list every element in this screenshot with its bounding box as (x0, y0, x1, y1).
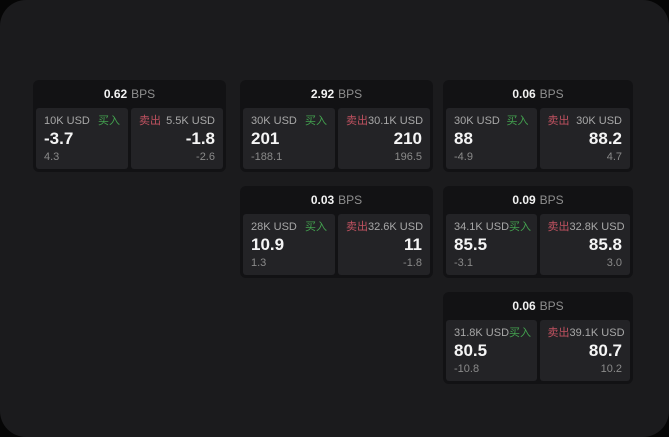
buy-side-label: 买入 (305, 115, 327, 127)
quote-card: 2.92 BPS 30K USD 买入 201 -188.1 卖出 30.1K U… (240, 80, 433, 172)
quote-panels: 10K USD 买入 -3.7 4.3 卖出 5.5K USD -1.8 -2.… (33, 108, 226, 172)
buy-quote-panel[interactable]: 34.1K USD 买入 85.5 -3.1 (446, 214, 537, 275)
sell-quote-panel[interactable]: 卖出 30.1K USD 210 196.5 (338, 108, 430, 169)
quote-panels: 30K USD 买入 88 -4.9 卖出 30K USD 88.2 4.7 (443, 108, 633, 172)
buy-side-label: 买入 (305, 221, 327, 233)
spread-header: 0.03 BPS (240, 186, 433, 214)
buy-change: -4.9 (454, 151, 473, 163)
buy-price: 85.5 (454, 235, 488, 254)
buy-change: 4.3 (44, 151, 60, 163)
sell-quote-panel[interactable]: 卖出 32.8K USD 85.8 3.0 (539, 214, 630, 275)
sell-quote-panel[interactable]: 卖出 32.6K USD 11 -1.8 (338, 214, 430, 275)
quote-panels: 28K USD 买入 10.9 1.3 卖出 32.6K USD 11 -1.8 (240, 214, 433, 278)
sell-side-label: 卖出 (346, 221, 368, 233)
quote-panels: 34.1K USD 买入 85.5 -3.1 卖出 32.8K USD 85.8… (443, 214, 633, 278)
sell-price: -1.8 (185, 129, 215, 148)
buy-side-label: 买入 (509, 221, 532, 233)
spread-unit-label: BPS (539, 299, 564, 313)
quote-card: 0.09 BPS 34.1K USD 买入 85.5 -3.1 卖出 32.8K … (443, 186, 633, 278)
spread-header: 2.92 BPS (240, 80, 433, 108)
buy-quote-panel[interactable]: 31.8K USD 买入 80.5 -10.8 (446, 320, 537, 381)
buy-change: 1.3 (251, 257, 267, 269)
buy-price: -3.7 (44, 129, 74, 148)
buy-side-label: 买入 (98, 115, 120, 127)
sell-amount: 39.1K USD (569, 327, 625, 339)
buy-quote-panel[interactable]: 30K USD 买入 201 -188.1 (243, 108, 335, 169)
sell-amount: 5.5K USD (166, 115, 215, 127)
sell-amount: 32.6K USD (368, 221, 424, 233)
sell-side-label: 卖出 (346, 115, 368, 127)
sell-quote-panel[interactable]: 卖出 5.5K USD -1.8 -2.6 (131, 108, 223, 169)
spread-header: 0.06 BPS (443, 292, 633, 320)
quote-card: 0.03 BPS 28K USD 买入 10.9 1.3 卖出 32.6K USD… (240, 186, 433, 278)
buy-quote-panel[interactable]: 10K USD 买入 -3.7 4.3 (36, 108, 128, 169)
buy-price: 10.9 (251, 235, 285, 254)
spread-value: 2.92 (310, 87, 335, 101)
sell-change: -2.6 (196, 151, 215, 163)
buy-quote-panel[interactable]: 30K USD 买入 88 -4.9 (446, 108, 537, 169)
quote-card: 0.06 BPS 31.8K USD 买入 80.5 -10.8 卖出 39.1K… (443, 292, 633, 384)
quote-card: 0.06 BPS 30K USD 买入 88 -4.9 卖出 30K USD 88… (443, 80, 633, 172)
sell-side-label: 卖出 (547, 327, 570, 339)
sell-price: 85.8 (588, 235, 622, 254)
spread-header: 0.06 BPS (443, 80, 633, 108)
buy-change: -3.1 (454, 257, 473, 269)
buy-change: -188.1 (251, 151, 283, 163)
buy-amount: 30K USD (251, 115, 297, 127)
buy-amount: 34.1K USD (454, 221, 510, 233)
spread-unit-label: BPS (338, 87, 363, 101)
sell-quote-panel[interactable]: 卖出 30K USD 88.2 4.7 (539, 108, 630, 169)
buy-change: -10.8 (454, 363, 480, 375)
buy-side-label: 买入 (509, 327, 532, 339)
spread-header: 0.62 BPS (33, 80, 226, 108)
buy-amount: 30K USD (454, 115, 500, 127)
buy-price: 80.5 (454, 341, 488, 360)
spread-value: 0.06 (512, 299, 536, 313)
sell-change: -1.8 (403, 257, 422, 269)
sell-change: 196.5 (394, 151, 422, 163)
sell-change: 10.2 (600, 363, 622, 375)
buy-price: 88 (454, 129, 473, 148)
buy-amount: 10K USD (44, 115, 90, 127)
sell-price: 80.7 (588, 341, 622, 360)
spread-value: 0.03 (310, 193, 335, 207)
spread-unit-label: BPS (539, 193, 564, 207)
sell-price: 88.2 (588, 129, 622, 148)
buy-amount: 28K USD (251, 221, 297, 233)
sell-amount: 30.1K USD (368, 115, 424, 127)
quote-panels: 30K USD 买入 201 -188.1 卖出 30.1K USD 210 1… (240, 108, 433, 172)
spread-header: 0.09 BPS (443, 186, 633, 214)
buy-price: 201 (251, 129, 280, 148)
sell-amount: 32.8K USD (569, 221, 625, 233)
sell-change: 3.0 (606, 257, 622, 269)
spread-unit-label: BPS (131, 87, 156, 101)
buy-amount: 31.8K USD (454, 327, 510, 339)
spread-unit-label: BPS (539, 87, 564, 101)
sell-side-label: 卖出 (547, 115, 570, 127)
spread-value: 0.62 (103, 87, 128, 101)
buy-side-label: 买入 (506, 115, 529, 127)
quote-panels: 31.8K USD 买入 80.5 -10.8 卖出 39.1K USD 80.… (443, 320, 633, 384)
spread-value: 0.09 (512, 193, 536, 207)
sell-change: 4.7 (606, 151, 622, 163)
spread-value: 0.06 (512, 87, 536, 101)
sell-price: 11 (404, 235, 422, 254)
sell-side-label: 卖出 (139, 115, 161, 127)
sell-price: 210 (393, 129, 422, 148)
sell-amount: 30K USD (576, 115, 622, 127)
quote-card: 0.62 BPS 10K USD 买入 -3.7 4.3 卖出 5.5K USD … (33, 80, 226, 172)
buy-quote-panel[interactable]: 28K USD 买入 10.9 1.3 (243, 214, 335, 275)
sell-quote-panel[interactable]: 卖出 39.1K USD 80.7 10.2 (539, 320, 630, 381)
sell-side-label: 卖出 (547, 221, 570, 233)
spread-unit-label: BPS (338, 193, 363, 207)
